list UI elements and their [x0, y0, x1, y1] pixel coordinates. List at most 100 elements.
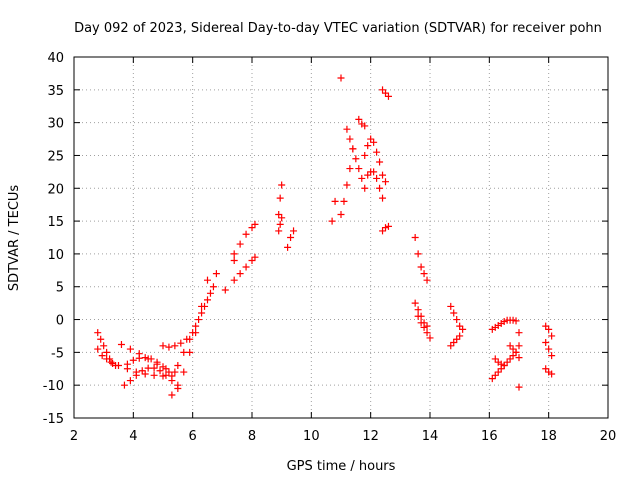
data-point: [361, 122, 369, 130]
data-point: [150, 364, 158, 372]
y-tick-label: -15: [43, 412, 64, 427]
data-point: [500, 361, 508, 369]
plot-frame: [73, 56, 609, 419]
data-point: [103, 348, 111, 356]
x-tick-label: 14: [422, 429, 439, 444]
x-tick-label: 8: [248, 429, 256, 444]
series-arc-x: [379, 222, 392, 235]
series-arc-ab: [447, 302, 467, 333]
data-point: [447, 302, 455, 310]
data-point: [209, 283, 217, 291]
data-point: [548, 352, 556, 360]
data-point: [248, 224, 256, 232]
data-point: [156, 367, 164, 375]
y-tick-label: 35: [47, 84, 64, 99]
data-point: [349, 145, 357, 153]
data-point: [453, 316, 461, 324]
data-point: [144, 355, 152, 363]
data-point: [384, 92, 392, 100]
data-point: [331, 197, 339, 205]
data-point: [512, 317, 520, 325]
x-tick-label: 20: [600, 429, 617, 444]
series-arc-j: [221, 256, 238, 294]
data-point: [515, 329, 523, 337]
data-point: [370, 168, 378, 176]
series-arc-af: [491, 355, 508, 369]
axis-ticks: 2 4 6 8 10 12 14 16 18 20 40 35 30 25 20 15 10 5 0 -5 -10 -15: [43, 51, 617, 444]
x-tick-label: 16: [481, 429, 498, 444]
data-point: [364, 142, 372, 150]
data-point: [542, 365, 550, 373]
data-point: [195, 316, 203, 324]
data-point: [447, 342, 455, 350]
y-tick-label: 10: [47, 248, 64, 263]
x-tick-label: 6: [189, 429, 197, 444]
data-point: [346, 135, 354, 143]
data-point: [343, 125, 351, 133]
data-point: [545, 325, 553, 333]
y-tick-label: 0: [56, 314, 64, 329]
data-point: [509, 345, 517, 353]
data-point: [94, 345, 102, 353]
data-point: [129, 356, 137, 364]
data-point: [364, 171, 372, 179]
data-point: [542, 339, 550, 347]
data-point: [379, 227, 387, 235]
x-tick-label: 12: [362, 429, 379, 444]
data-point: [107, 358, 115, 366]
data-point: [417, 263, 425, 271]
data-point: [506, 355, 514, 363]
data-point: [423, 276, 431, 284]
data-point: [97, 335, 105, 343]
series-arc-ad: [488, 316, 520, 333]
x-tick-label: 2: [70, 429, 78, 444]
data-point: [284, 243, 292, 251]
data-point: [248, 256, 256, 264]
data-point: [123, 360, 131, 368]
data-point: [204, 296, 211, 304]
data-point: [120, 381, 128, 389]
data-point: [192, 329, 200, 337]
data-point: [515, 354, 523, 362]
data-point: [373, 174, 381, 182]
data-point: [500, 318, 508, 326]
data-point: [488, 375, 496, 383]
series-arc-r: [337, 145, 357, 219]
data-point: [180, 368, 188, 376]
series-arc-u: [361, 135, 389, 186]
y-tick-label: 15: [47, 215, 64, 230]
data-point: [242, 230, 250, 238]
x-tick-label: 4: [129, 429, 137, 444]
data-point: [384, 222, 392, 230]
data-point: [290, 227, 298, 235]
data-point: [204, 276, 211, 284]
data-point: [491, 371, 499, 379]
data-point: [177, 339, 185, 347]
series-arc-n: [275, 214, 286, 235]
data-point: [361, 151, 369, 159]
series-arc-q: [337, 74, 345, 82]
data-point: [144, 364, 152, 372]
series-arc-ah: [515, 329, 523, 391]
data-point: [376, 184, 384, 192]
data-point: [503, 358, 511, 366]
data-point: [382, 89, 389, 97]
data-point: [382, 178, 389, 186]
data-point: [423, 329, 431, 337]
data-point: [423, 322, 431, 330]
data-point: [509, 352, 517, 360]
data-point: [358, 174, 366, 182]
data-point: [352, 155, 360, 163]
data-point: [506, 342, 514, 350]
data-point: [135, 350, 143, 358]
data-point: [414, 250, 422, 258]
data-point: [171, 368, 179, 376]
data-point: [153, 360, 161, 368]
data-point: [545, 345, 553, 353]
series-arc-o: [284, 227, 298, 251]
data-point: [370, 138, 378, 146]
data-point: [141, 370, 149, 378]
x-axis-label: GPS time / hours: [287, 459, 396, 474]
y-tick-label: -10: [43, 379, 64, 394]
data-point: [165, 343, 173, 351]
